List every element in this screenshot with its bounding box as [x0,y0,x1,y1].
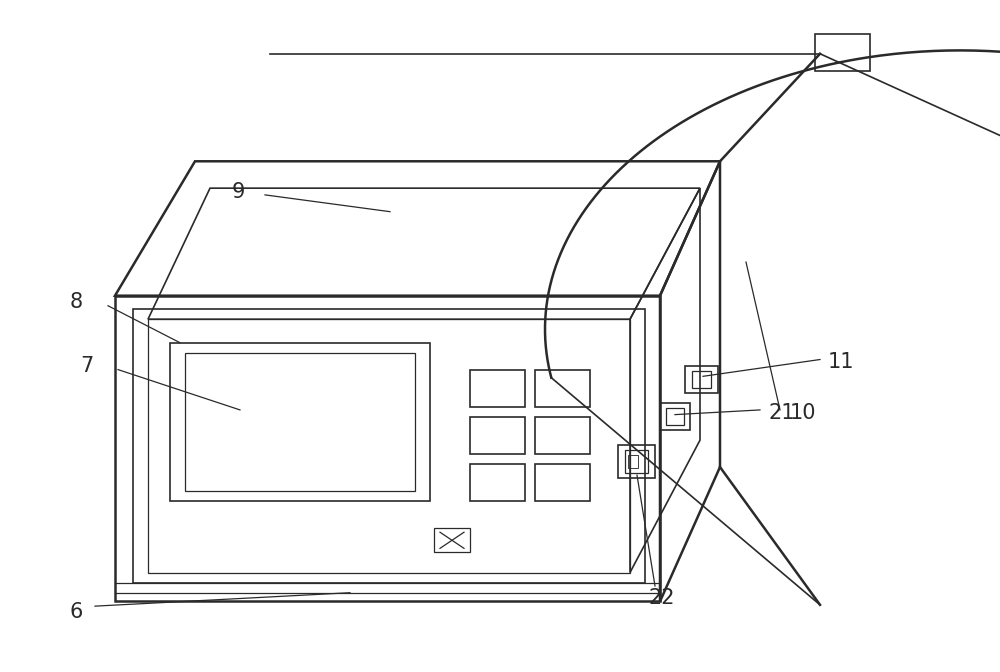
Text: 7: 7 [80,356,93,376]
Text: 10: 10 [790,403,816,423]
Text: 21: 21 [768,403,794,423]
Text: 9: 9 [232,181,245,202]
Text: 8: 8 [70,292,83,312]
Text: 11: 11 [828,351,854,372]
Text: 22: 22 [648,588,674,608]
Text: 6: 6 [70,601,83,622]
